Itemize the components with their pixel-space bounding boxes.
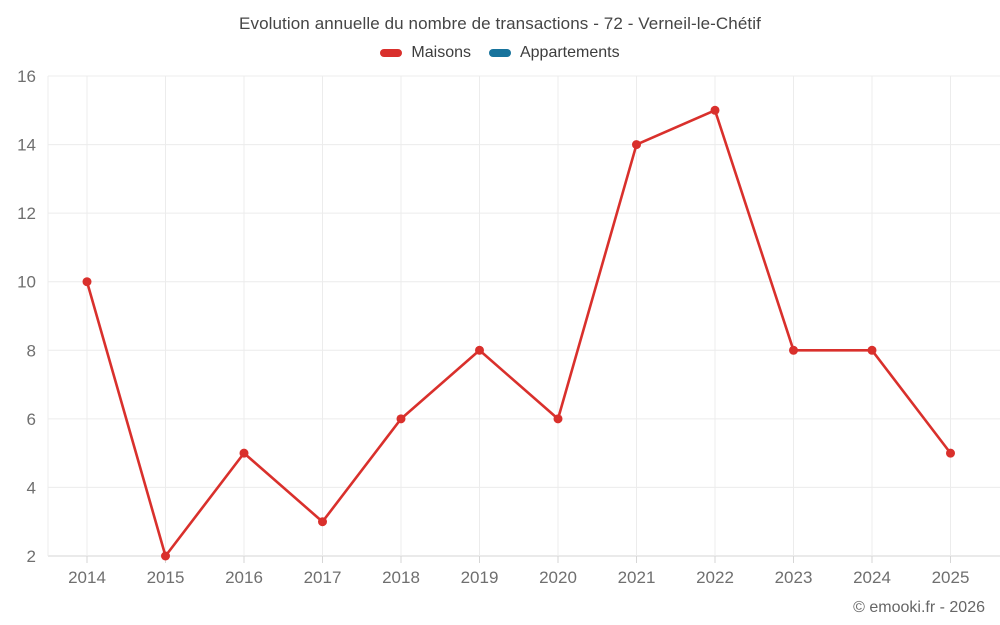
x-axis-tick-label: 2021 xyxy=(618,568,656,587)
x-axis-tick-label: 2024 xyxy=(853,568,891,587)
data-point-maisons-2020[interactable] xyxy=(553,414,563,424)
legend: Maisons Appartements xyxy=(0,44,1000,62)
data-point-maisons-2018[interactable] xyxy=(396,414,406,424)
y-axis-tick-label: 14 xyxy=(17,136,36,155)
data-point-maisons-2015[interactable] xyxy=(161,551,170,561)
x-axis-tick-label: 2023 xyxy=(775,568,813,587)
legend-swatch-appartements xyxy=(488,49,511,57)
y-axis-tick-label: 16 xyxy=(17,67,36,86)
copyright-watermark: © emooki.fr - 2026 xyxy=(853,599,985,616)
legend-item-maisons[interactable]: Maisons xyxy=(380,44,471,62)
data-point-maisons-2023[interactable] xyxy=(789,345,798,355)
y-axis-tick-label: 12 xyxy=(17,204,36,223)
x-axis-tick-label: 2016 xyxy=(225,568,263,587)
data-point-maisons-2024[interactable] xyxy=(867,345,877,355)
x-axis-tick-label: 2017 xyxy=(304,568,342,587)
x-axis-tick-label: 2015 xyxy=(147,568,185,587)
x-axis-tick-label: 2025 xyxy=(932,568,970,587)
x-axis-tick-label: 2018 xyxy=(382,568,420,587)
series-line-maisons xyxy=(85,108,952,558)
y-axis-tick-label: 2 xyxy=(27,547,36,566)
y-axis-tick-label: 4 xyxy=(27,478,36,497)
data-point-maisons-2025[interactable] xyxy=(946,448,955,458)
legend-label-maisons: Maisons xyxy=(411,44,471,61)
data-point-maisons-2019[interactable] xyxy=(475,345,484,355)
data-point-maisons-2016[interactable] xyxy=(239,448,249,458)
chart-title: Evolution annuelle du nombre de transact… xyxy=(239,14,761,33)
x-axis-tick-label: 2014 xyxy=(68,568,106,587)
legend-item-appartements[interactable]: Appartements xyxy=(488,44,620,62)
data-point-maisons-2022[interactable] xyxy=(710,105,720,115)
x-axis-tick-label: 2020 xyxy=(539,568,577,587)
x-axis-tick-label: 2019 xyxy=(461,568,499,587)
data-point-maisons-2017[interactable] xyxy=(318,517,327,527)
x-axis-tick-label: 2022 xyxy=(696,568,734,587)
data-point-maisons-2021[interactable] xyxy=(632,140,641,150)
data-point-maisons-2014[interactable] xyxy=(82,277,92,287)
y-axis-tick-label: 10 xyxy=(17,273,36,292)
y-axis-tick-label: 6 xyxy=(27,410,36,429)
y-axis-tick-label: 8 xyxy=(27,341,36,360)
legend-swatch-maisons xyxy=(380,49,403,57)
legend-label-appartements: Appartements xyxy=(519,44,620,61)
